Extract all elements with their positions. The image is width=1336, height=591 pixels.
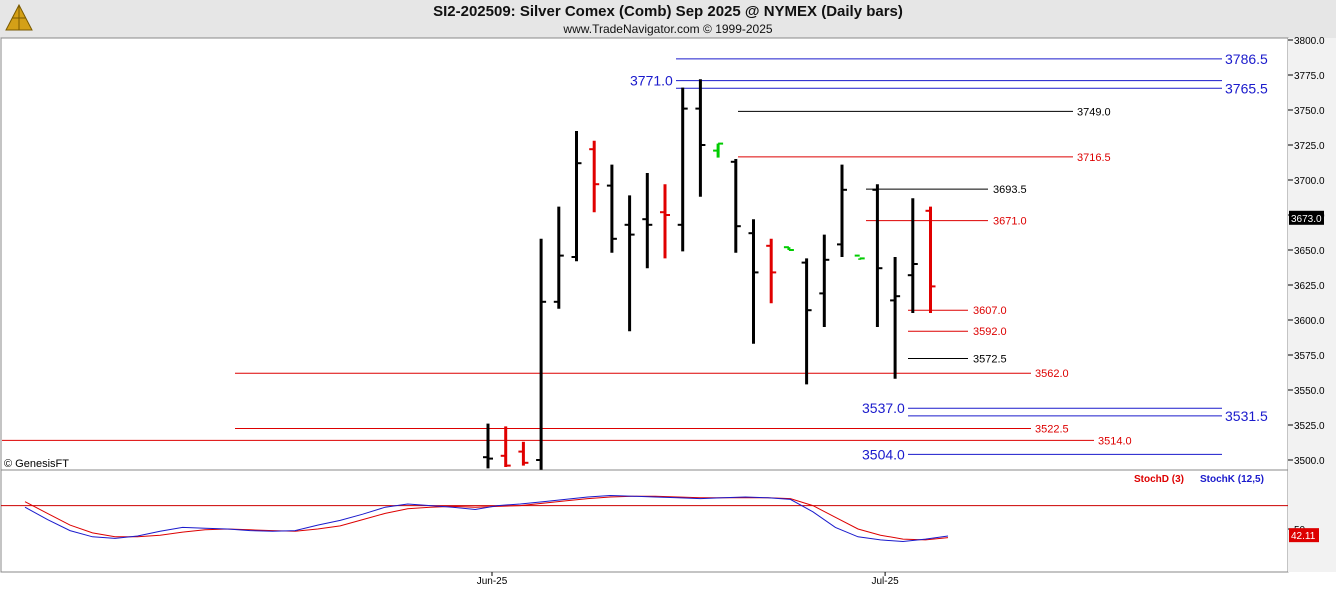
ohlc-bar (589, 140, 600, 213)
level-label: 3592.0 (973, 326, 1007, 338)
stochk-legend: StochK (12,5) (1200, 474, 1264, 485)
level-label: 3771.0 (630, 73, 673, 89)
y-tick-label: 3725.0 (1294, 141, 1325, 152)
ohlc-bar (695, 79, 706, 197)
watermark: © GenesisFT (4, 458, 69, 470)
ohlc-bar (660, 184, 670, 259)
level-label: 3537.0 (862, 400, 905, 416)
stochk-line (24, 494, 949, 543)
ohlc-bar (624, 195, 635, 332)
y-tick-label: 3575.0 (1294, 351, 1325, 362)
y-tick-label: 3500.0 (1294, 456, 1325, 467)
ohlc-bar (642, 173, 653, 269)
y-tick-label: 3650.0 (1294, 246, 1325, 257)
level-label: 3671.0 (993, 216, 1027, 228)
y-tick-label: 3550.0 (1294, 386, 1325, 397)
ohlc-bar (907, 198, 918, 313)
last-price-label: 3673.0 (1291, 214, 1322, 225)
ohlc-bar (872, 184, 883, 327)
ohlc-bar (483, 423, 493, 469)
level-label: 3531.5 (1225, 408, 1268, 424)
level-label: 3504.0 (862, 446, 905, 462)
y-tick-label: 3800.0 (1294, 36, 1325, 47)
ohlc-bar (677, 87, 688, 252)
ohlc-bar (518, 441, 529, 466)
ohlc-bar (925, 206, 936, 313)
last-price-tag (1289, 210, 1324, 225)
y-tick-label: 3525.0 (1294, 421, 1325, 432)
y-tick-label: 3700.0 (1294, 176, 1325, 187)
ohlc-bar (837, 164, 847, 257)
ohlc-bar (801, 258, 812, 385)
ohlc-bar (553, 206, 564, 309)
level-label: 3716.5 (1077, 152, 1111, 164)
stoch-value-tag (1289, 528, 1319, 543)
level-label: 3786.5 (1225, 51, 1268, 67)
stoch-value-label: 42.11 (1291, 531, 1316, 542)
ohlc-bar (783, 246, 794, 251)
level-label: 3607.0 (973, 305, 1007, 317)
price-axis: 3500.0 3525.0 3550.0 3575.0 3600.0 3625.0 3650… (1288, 36, 1325, 467)
ohlc-bar (571, 131, 582, 262)
x-tick-label: Jun-25 (477, 576, 508, 587)
ohlc-bar (606, 164, 617, 253)
price-panel-border (0, 37, 1289, 471)
ohlc-bar (890, 257, 901, 379)
stochd-line (24, 495, 949, 541)
ohlc-bar (730, 159, 741, 253)
chart-title: SI2-202509: Silver Comex (Comb) Sep 2025… (433, 3, 903, 20)
ohlc-bar (819, 234, 830, 327)
ohlc-bar (500, 426, 511, 467)
level-label: 3693.5 (993, 184, 1027, 196)
level-label: 3572.5 (973, 354, 1007, 366)
axis-background (1288, 38, 1336, 572)
level-label: 3765.5 (1225, 80, 1268, 96)
ohlc-bars (483, 79, 936, 470)
ohlc-bar (854, 254, 865, 260)
pyramid-logo-icon (5, 3, 33, 31)
stoch-panel-border (0, 469, 1289, 573)
level-label: 3514.0 (1098, 435, 1132, 447)
y-tick-label: 3750.0 (1294, 106, 1325, 117)
chart-header: SI2-202509: Silver Comex (Comb) Sep 2025… (0, 0, 1336, 38)
chart-frame (0, 37, 1336, 573)
level-label: 3562.0 (1035, 368, 1069, 380)
stochd-legend: StochD (3) (1134, 474, 1184, 485)
level-label: 3749.0 (1077, 106, 1111, 118)
y-tick-label: 3625.0 (1294, 281, 1325, 292)
price-levels: 3786.5 3771.0 3765.5 3749.0 3716.5 3693.5 3671… (2, 51, 1268, 462)
chart-subtitle: www.TradeNavigator.com © 1999-2025 (563, 22, 773, 36)
y-tick-label: 3600.0 (1294, 316, 1325, 327)
ohlc-bar (536, 238, 547, 470)
level-label: 3522.5 (1035, 424, 1069, 436)
x-tick-label: Jul-25 (871, 576, 899, 587)
y-tick-label: 3775.0 (1294, 71, 1325, 82)
date-axis: Jun-25 Jul-25 (477, 572, 899, 587)
ohlc-bar (713, 142, 724, 158)
ohlc-bar (748, 219, 759, 344)
ohlc-bar (766, 238, 777, 304)
